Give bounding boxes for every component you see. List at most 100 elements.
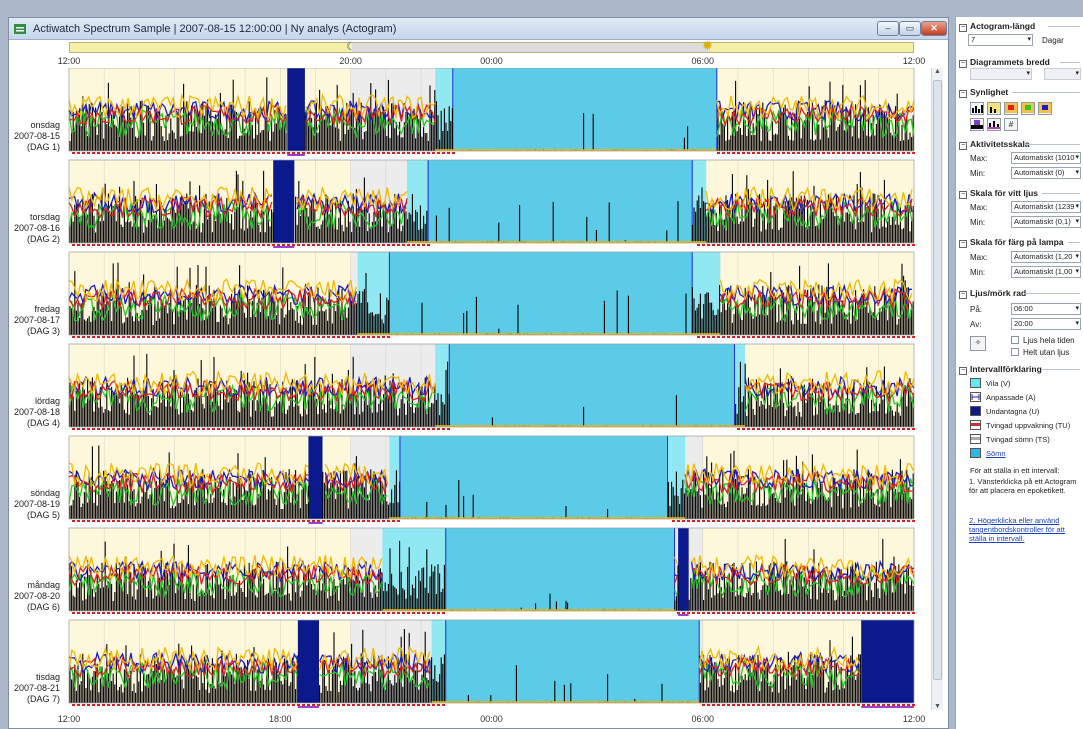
section-activity-scale[interactable]: − Aktivitetsskala	[959, 139, 1030, 150]
time-tick-label: 12:00	[57, 56, 81, 66]
auto-light-wand-icon[interactable]: ✧	[970, 336, 986, 351]
light-on-select[interactable]: 06:00 ▾	[1011, 303, 1081, 315]
marker-dot	[757, 244, 760, 246]
marker-dot	[282, 704, 285, 706]
light-dark-timebar[interactable]: ☾ ✹	[69, 38, 914, 53]
always-light-checkbox[interactable]	[1011, 336, 1019, 344]
maximize-button[interactable]: ▭	[899, 21, 921, 36]
marker-dot	[372, 704, 375, 706]
white-min-select[interactable]: Automatiskt (0,1) ▾	[1011, 216, 1081, 228]
marker-dot	[132, 612, 135, 614]
marker-dot	[697, 612, 700, 614]
actogram-length-select[interactable]: 7 ▾	[968, 34, 1033, 46]
marker-dot	[152, 704, 155, 706]
marker-dot	[882, 152, 885, 154]
marker-dot	[222, 520, 225, 522]
toggle-markers-icon[interactable]	[987, 118, 1001, 131]
light-off-select[interactable]: 20:00 ▾	[1011, 318, 1081, 330]
legend-custom-label: Anpassade (A)	[986, 393, 1036, 402]
marker-dot	[137, 152, 140, 154]
scroll-thumb[interactable]	[933, 80, 942, 680]
marker-dot	[852, 612, 855, 614]
marker-dot	[792, 704, 795, 706]
section-chart-width[interactable]: − Diagrammets bredd	[959, 57, 1050, 68]
section-interval-legend[interactable]: − Intervallförklaring	[959, 364, 1042, 375]
marker-dot	[397, 428, 400, 430]
section-light-dark[interactable]: − Ljus/mörk rad	[959, 288, 1026, 299]
instructions-step1: 1. Vänsterklicka på ett Actogram för att…	[969, 477, 1077, 495]
section-white-light-scale[interactable]: − Skala för vitt ljus	[959, 188, 1038, 199]
white-min-label: Min:	[970, 218, 986, 227]
marker-dot	[452, 152, 455, 154]
marker-dot	[72, 520, 75, 522]
minimize-button[interactable]: –	[877, 21, 899, 36]
marker-dot	[212, 152, 215, 154]
close-button[interactable]: ✕	[921, 21, 947, 36]
day-label-weekday: lördag	[34, 396, 60, 406]
collapse-icon[interactable]: −	[959, 291, 967, 299]
moon-icon[interactable]: ☾	[346, 41, 356, 53]
collapse-icon[interactable]: −	[959, 90, 967, 98]
toggle-activity-icon[interactable]	[970, 102, 984, 115]
collapse-icon[interactable]: −	[959, 240, 967, 248]
title-bar[interactable]: Actiwatch Spectrum Sample | 2007-08-15 1…	[9, 18, 948, 40]
marker-dot	[407, 152, 410, 154]
scroll-down-arrow-icon[interactable]: ▼	[934, 703, 941, 710]
marker-dot	[297, 336, 300, 338]
toggle-grid-icon[interactable]: #	[1004, 118, 1018, 131]
marker-dot	[367, 520, 370, 522]
marker-dot	[747, 520, 750, 522]
toggle-intervals-icon[interactable]	[970, 118, 984, 131]
section-actogram-length[interactable]: − Actogram-längd	[959, 21, 1035, 32]
marker-dot	[877, 428, 880, 430]
scroll-up-arrow-icon[interactable]: ▲	[934, 68, 941, 75]
collapse-icon[interactable]: −	[959, 60, 967, 68]
toggle-green-light-icon[interactable]	[1021, 102, 1035, 115]
lamp-min-select[interactable]: Automatiskt (1,00 ▾	[1011, 266, 1081, 278]
vertical-scrollbar[interactable]: ▲ ▼	[931, 68, 943, 710]
marker-dot	[852, 152, 855, 154]
toggle-red-light-icon[interactable]	[1004, 102, 1018, 115]
collapse-icon[interactable]: −	[959, 24, 967, 32]
marker-dot	[72, 612, 75, 614]
marker-dot	[152, 336, 155, 338]
section-visibility[interactable]: − Synlighet	[959, 87, 1008, 98]
toggle-blue-light-icon[interactable]	[1038, 102, 1052, 115]
marker-dot	[152, 612, 155, 614]
marker-dot	[862, 612, 865, 614]
sun-icon[interactable]: ✹	[702, 38, 713, 53]
marker-dot	[137, 704, 140, 706]
toggle-white-light-icon[interactable]	[987, 102, 1001, 115]
marker-dot	[827, 612, 830, 614]
instructions-step2-link[interactable]: 2. Högerklicka eller använd tangentbords…	[969, 516, 1065, 543]
activity-min-select[interactable]: Automatiskt (0) ▾	[1011, 167, 1081, 179]
marker-dot	[717, 520, 720, 522]
day-label: lördag 2007-08-18 (DAG 4)	[9, 396, 60, 429]
activity-max-select[interactable]: Automatiskt (1010 ▾	[1011, 152, 1081, 164]
no-light-checkbox[interactable]	[1011, 348, 1019, 356]
section-lamp-color-scale[interactable]: − Skala för färg på lampa	[959, 237, 1064, 248]
legend-sleep-link[interactable]: Sömn	[986, 449, 1006, 458]
day-label: fredag 2007-08-17 (DAG 3)	[9, 304, 60, 337]
marker-dot	[257, 612, 260, 614]
marker-dot	[292, 520, 295, 522]
marker-dot	[742, 704, 745, 706]
chart-width-select-1: ▾	[970, 68, 1032, 80]
actogram-svg[interactable]	[9, 68, 931, 713]
actogram-plot[interactable]: onsdag 2007-08-15 (DAG 1) torsdag 2007-08-16…	[9, 68, 935, 708]
marker-dot	[377, 704, 380, 706]
collapse-icon[interactable]: −	[959, 142, 967, 150]
marker-dot	[147, 244, 150, 246]
marker-dot	[167, 336, 170, 338]
marker-dot	[197, 520, 200, 522]
collapse-icon[interactable]: −	[959, 367, 967, 375]
lamp-max-select[interactable]: Automatiskt (1,20 ▾	[1011, 251, 1081, 263]
section-title: Aktivitetsskala	[970, 139, 1030, 149]
marker-dot	[732, 152, 735, 154]
select-value: Automatiskt (0,1)	[1014, 217, 1071, 226]
marker-dot	[782, 336, 785, 338]
marker-dot	[177, 152, 180, 154]
white-max-select[interactable]: Automatiskt (1239 ▾	[1011, 201, 1081, 213]
marker-dot	[92, 520, 95, 522]
collapse-icon[interactable]: −	[959, 191, 967, 199]
